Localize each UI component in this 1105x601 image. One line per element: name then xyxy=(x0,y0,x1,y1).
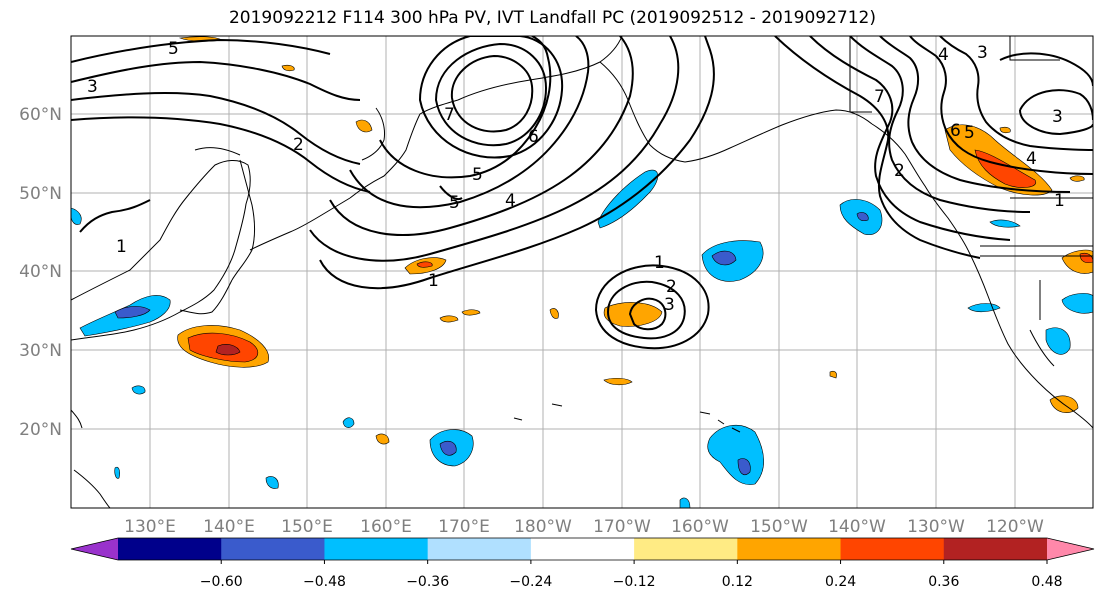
colorbar-segment xyxy=(530,538,635,560)
colorbar-segment xyxy=(427,538,532,560)
colorbar-tick-label: −0.24 xyxy=(509,574,552,590)
lon-label: 140°E xyxy=(203,517,255,537)
contour-label: 5 xyxy=(472,165,483,185)
colorbar-tick-label: −0.48 xyxy=(303,574,346,590)
lon-label: 140°W xyxy=(828,517,886,537)
lon-label: 120°W xyxy=(986,517,1044,537)
colorbar-segment xyxy=(324,538,429,560)
colorbar-segment xyxy=(118,538,222,560)
colorbar-segment xyxy=(737,538,842,560)
contour-label: 4 xyxy=(1026,149,1037,169)
colorbar-tick-label: 0.48 xyxy=(1031,574,1062,590)
longitude-labels: 130°E 140°E 150°E 160°E 170°E 180°W 170°… xyxy=(124,517,1044,537)
colorbar-tick-label: −0.12 xyxy=(613,574,656,590)
contour-label: 3 xyxy=(977,43,988,63)
contour-label: 6 xyxy=(950,121,961,141)
coastlines xyxy=(71,36,1093,508)
colorbar-tick-label: 0.12 xyxy=(722,574,753,590)
contour-label: 7 xyxy=(874,87,885,107)
lat-label: 50°N xyxy=(19,184,62,204)
pv-anomaly-shading xyxy=(71,36,1093,508)
contour-label: 7 xyxy=(444,105,455,125)
lon-label: 150°E xyxy=(281,517,333,537)
lat-label: 30°N xyxy=(19,341,62,361)
lon-label: 170°E xyxy=(438,517,490,537)
contour-label: 6 xyxy=(528,127,539,147)
colorbar-segment xyxy=(943,538,1048,560)
lon-label: 130°W xyxy=(907,517,965,537)
latitude-labels: 60°N 50°N 40°N 30°N 20°N xyxy=(19,105,62,440)
contour-label-group: 5 3 2 1 7 6 5 5 4 1 1 2 3 4 3 7 6 5 4 3 … xyxy=(87,39,1065,315)
map-title: 2019092212 F114 300 hPa PV, IVT Landfall… xyxy=(228,8,876,28)
colorbar-segment xyxy=(840,538,945,560)
colorbar-tick-label: 0.24 xyxy=(825,574,856,590)
contour-label: 4 xyxy=(505,191,516,211)
contour-label: 2 xyxy=(894,161,905,181)
contour-label: 5 xyxy=(449,193,460,213)
pv-contours xyxy=(71,36,1093,350)
map-frame xyxy=(70,35,1094,509)
lon-label: 150°W xyxy=(750,517,808,537)
contour-label: 5 xyxy=(964,123,975,143)
lon-label: 160°E xyxy=(360,517,412,537)
lat-label: 60°N xyxy=(19,105,62,125)
lon-label: 170°W xyxy=(593,517,651,537)
colorbar-tick-label: 0.36 xyxy=(928,574,959,590)
graticule xyxy=(71,36,1093,508)
lon-label: 160°W xyxy=(671,517,729,537)
colorbar-extend-high xyxy=(1047,538,1094,560)
map-background xyxy=(71,36,1093,508)
colorbar-segment xyxy=(221,538,325,560)
colorbar: −0.60 −0.48 −0.36 −0.24 −0.12 0.12 0.24 0.36 0.4… xyxy=(70,537,1095,590)
contour-label: 1 xyxy=(428,271,439,291)
lat-label: 20°N xyxy=(19,420,62,440)
contour-label: 2 xyxy=(293,135,304,155)
contour-label: 3 xyxy=(664,295,675,315)
contour-label: 3 xyxy=(1052,107,1063,127)
lon-label: 180°W xyxy=(514,517,572,537)
colorbar-outline xyxy=(70,537,1095,561)
colorbar-extend-low xyxy=(71,538,118,560)
lat-label: 40°N xyxy=(19,262,62,282)
contour-label: 1 xyxy=(1054,191,1065,211)
contour-label: 1 xyxy=(654,253,665,273)
contour-label: 3 xyxy=(87,77,98,97)
contour-label: 1 xyxy=(116,237,127,257)
contour-label: 2 xyxy=(666,277,677,297)
colorbar-tick-label: −0.60 xyxy=(200,574,243,590)
colorbar-segment xyxy=(634,538,738,560)
lon-label: 130°E xyxy=(124,517,176,537)
colorbar-tick-label: −0.36 xyxy=(406,574,449,590)
contour-label: 5 xyxy=(168,39,179,59)
contour-label: 4 xyxy=(938,45,949,65)
